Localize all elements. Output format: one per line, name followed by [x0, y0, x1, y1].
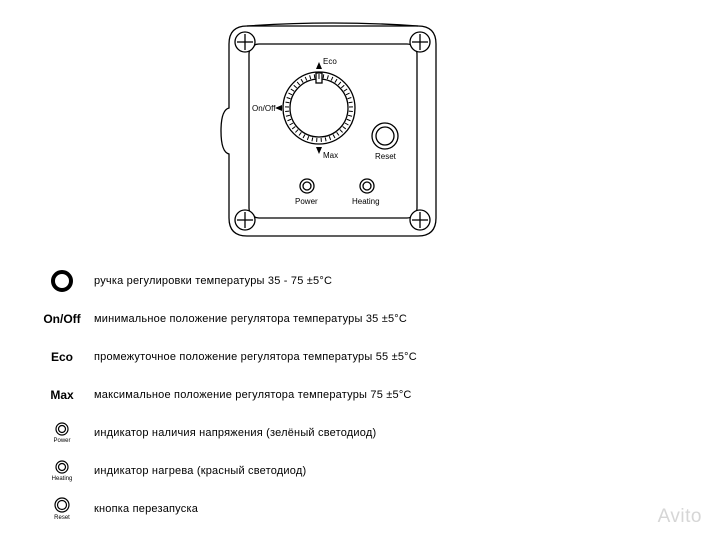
watermark: Avito: [658, 506, 702, 528]
device-diagram: Eco On/Off Max Reset Power Heating: [215, 18, 450, 243]
reset-btn-icon: Reset: [30, 497, 94, 522]
label-onoff: On/Off: [252, 104, 276, 113]
onoff-label: On/Off: [30, 312, 94, 326]
legend-row: Reset кнопка перезапуска: [30, 496, 690, 522]
label-max: Max: [323, 151, 338, 160]
legend-table: ручка регулировки температуры 35 - 75 ±5…: [30, 268, 690, 534]
dial-ring-icon: [30, 270, 94, 292]
label-reset: Reset: [375, 152, 397, 161]
legend-text: минимальное положение регулятора темпера…: [94, 313, 690, 325]
legend-row: Max максимальное положение регулятора те…: [30, 382, 690, 408]
label-power: Power: [295, 197, 318, 206]
heating-led-icon: Heating: [30, 460, 94, 483]
legend-row: ручка регулировки температуры 35 - 75 ±5…: [30, 268, 690, 294]
legend-row: Power индикатор наличия напряжения (зелё…: [30, 420, 690, 446]
legend-text: максимальное положение регулятора темпер…: [94, 389, 690, 401]
label-eco: Eco: [323, 57, 337, 66]
legend-text: индикатор нагрева (красный светодиод): [94, 465, 690, 477]
eco-label: Eco: [30, 350, 94, 364]
legend-text: промежуточное положение регулятора темпе…: [94, 351, 690, 363]
label-heating: Heating: [352, 197, 380, 206]
power-led-icon: Power: [30, 422, 94, 445]
max-label: Max: [30, 388, 94, 402]
legend-row: Eco промежуточное положение регулятора т…: [30, 344, 690, 370]
legend-row: On/Off минимальное положение регулятора …: [30, 306, 690, 332]
legend-row: Heating индикатор нагрева (красный свето…: [30, 458, 690, 484]
legend-text: ручка регулировки температуры 35 - 75 ±5…: [94, 275, 690, 287]
legend-text: индикатор наличия напряжения (зелёный св…: [94, 427, 690, 439]
legend-text: кнопка перезапуска: [94, 503, 690, 515]
